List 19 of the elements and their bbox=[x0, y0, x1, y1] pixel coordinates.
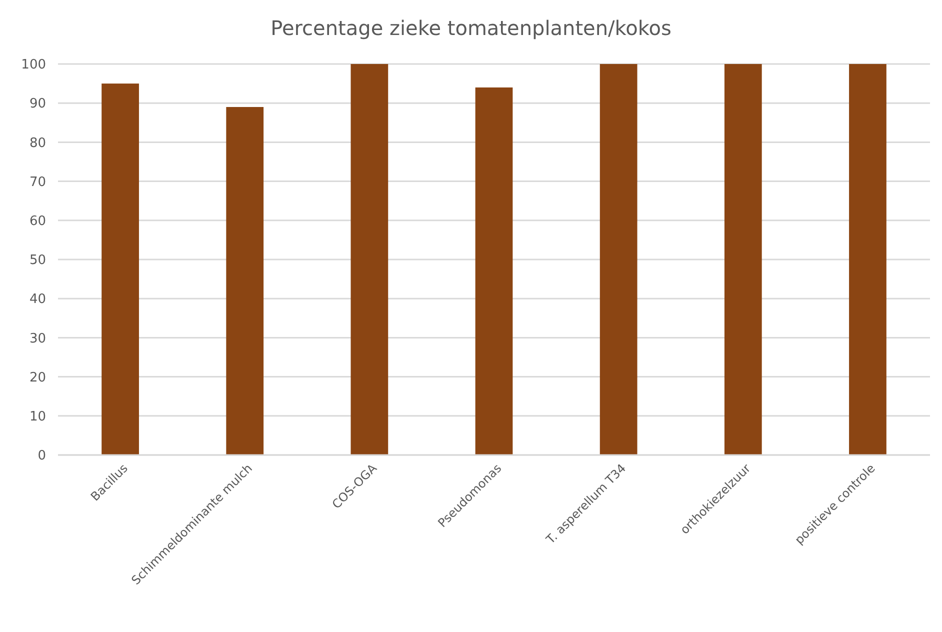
bar bbox=[102, 84, 139, 455]
bar bbox=[600, 64, 638, 455]
y-tick-label: 80 bbox=[29, 136, 46, 151]
bar bbox=[849, 64, 886, 455]
bar bbox=[724, 64, 762, 455]
y-tick-label: 30 bbox=[29, 331, 46, 346]
y-tick-label: 50 bbox=[29, 253, 46, 268]
y-tick-label: 90 bbox=[29, 96, 46, 112]
y-tick-label: 0 bbox=[38, 448, 46, 464]
bar bbox=[350, 64, 388, 455]
y-tick-label: 60 bbox=[29, 214, 46, 229]
y-tick-label: 70 bbox=[29, 174, 46, 190]
y-tick-label: 40 bbox=[29, 292, 46, 308]
chart-title: Percentage zieke tomatenplanten/kokos bbox=[270, 16, 672, 40]
y-tick-label: 10 bbox=[29, 409, 46, 424]
y-tick-label: 20 bbox=[29, 370, 46, 386]
bar bbox=[475, 87, 513, 455]
bar bbox=[226, 107, 264, 455]
y-tick-label: 100 bbox=[21, 58, 46, 73]
